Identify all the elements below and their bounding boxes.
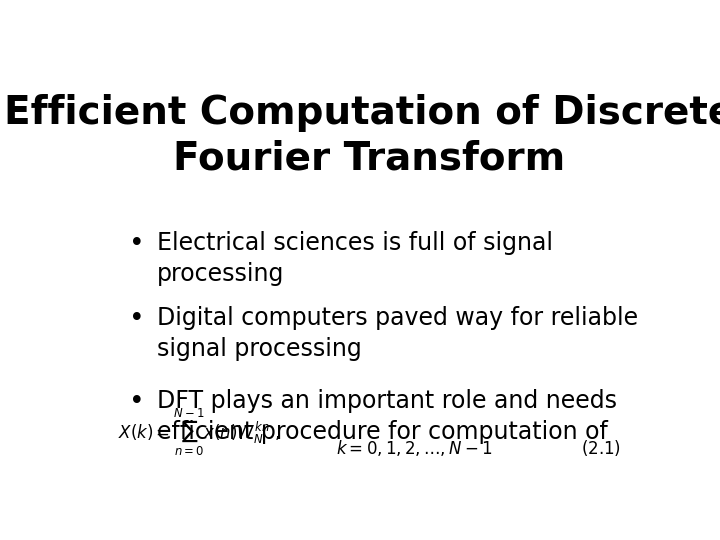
Text: Digital computers paved way for reliable
signal processing: Digital computers paved way for reliable… [157, 306, 638, 361]
Text: Efficient Computation of Discrete
Fourier Transform: Efficient Computation of Discrete Fourie… [4, 94, 720, 178]
Text: Electrical sciences is full of signal
processing: Electrical sciences is full of signal pr… [157, 231, 553, 286]
Text: $k = 0, 1, 2, \ldots, N-1$: $k = 0, 1, 2, \ldots, N-1$ [336, 438, 492, 458]
Text: •: • [129, 231, 145, 257]
Text: •: • [129, 306, 145, 332]
Text: $(2.1)$: $(2.1)$ [581, 438, 621, 458]
Text: $X(k) = \sum_{n=0}^{N-1} x(n)W_N^{kn}\ ,$: $X(k) = \sum_{n=0}^{N-1} x(n)W_N^{kn}\ ,… [118, 406, 280, 458]
Text: •: • [129, 389, 145, 415]
Text: DFT plays an important role and needs
efficient procedure for computation of: DFT plays an important role and needs ef… [157, 389, 617, 444]
